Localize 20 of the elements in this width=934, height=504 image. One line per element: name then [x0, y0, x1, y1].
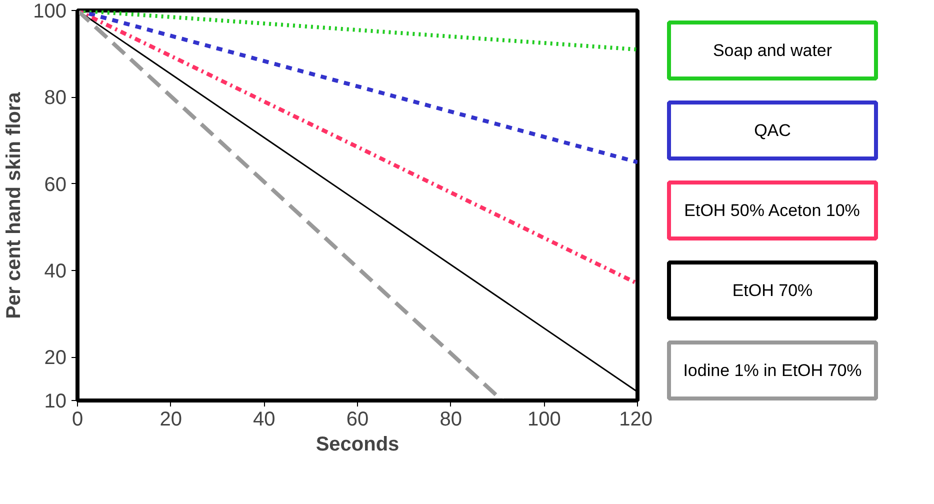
- y-tick-label: 60: [44, 174, 67, 196]
- x-tick-label: 80: [440, 408, 462, 430]
- text: QAC: [754, 121, 791, 140]
- x-tick-label: 20: [160, 408, 182, 430]
- text: Iodine 1% in EtOH 70%: [683, 361, 862, 380]
- y-axis-title: Per cent hand skin flora: [3, 91, 26, 319]
- y-tick-label: 80: [44, 87, 67, 110]
- text: EtOH 70%: [732, 281, 813, 300]
- text: Soap and water: [712, 41, 832, 60]
- y-tick-label: 40: [44, 260, 67, 282]
- y-tick-label: 100: [33, 0, 67, 22]
- x-tick-label: 60: [346, 408, 369, 430]
- text: EtOH 50% Aceton 10%: [684, 201, 860, 220]
- x-tick-label: 0: [72, 408, 84, 430]
- y-tick-label: 10: [44, 390, 67, 412]
- x-axis-title: Seconds: [316, 434, 400, 456]
- y-tick-label: 20: [44, 347, 67, 370]
- x-tick-label: 100: [527, 408, 561, 430]
- x-tick-label: 40: [253, 408, 276, 430]
- x-tick-label: 120: [619, 408, 653, 430]
